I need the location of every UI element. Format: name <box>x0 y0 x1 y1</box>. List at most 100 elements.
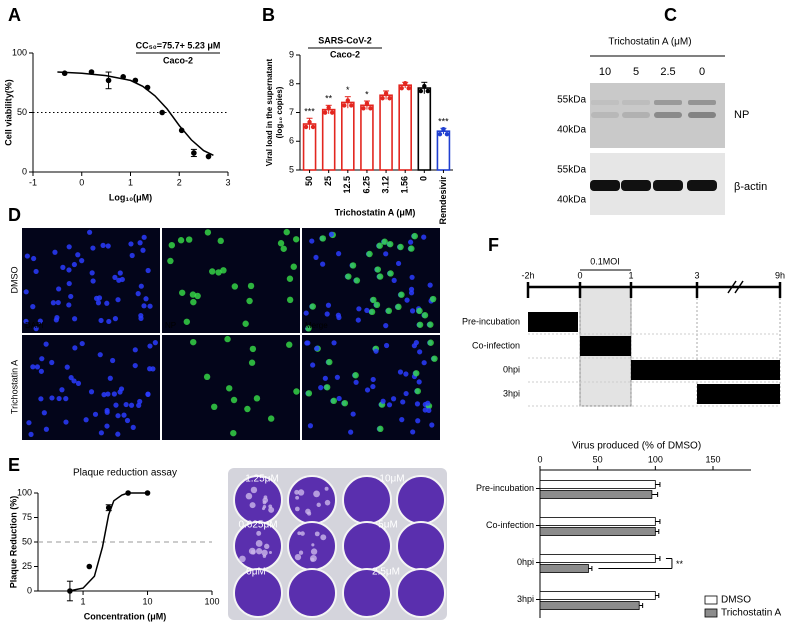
nucleus <box>147 343 153 349</box>
axis-break <box>727 280 737 294</box>
x-axis-label: Concentration (μM) <box>84 611 167 621</box>
x-tick-label: 50 <box>593 454 603 464</box>
nucleus <box>404 297 410 303</box>
np-signal <box>330 397 338 405</box>
nucleus <box>409 308 416 314</box>
nucleus <box>425 400 431 406</box>
np-signal <box>413 370 420 377</box>
nucleus <box>23 318 29 324</box>
np-signal <box>246 297 253 305</box>
nucleus <box>121 412 127 418</box>
nucleus <box>410 429 416 435</box>
nucleus <box>334 374 340 380</box>
replicate-dot <box>364 101 370 106</box>
x-tick-label: 1 <box>128 177 133 187</box>
nucleus <box>421 360 427 366</box>
np-signal <box>293 388 300 395</box>
data-point <box>178 127 185 134</box>
nucleus <box>364 387 371 393</box>
np-signal <box>177 237 185 244</box>
replicate-dot <box>418 88 424 94</box>
np-signal <box>204 229 212 236</box>
nucleus <box>49 359 55 366</box>
nucleus <box>380 398 386 404</box>
nucleus <box>117 270 123 276</box>
nucleus <box>140 247 146 253</box>
replicate-dot <box>399 85 404 91</box>
np-signal <box>242 320 249 327</box>
nucleus <box>137 398 143 405</box>
nucleus <box>147 303 153 309</box>
nucleus <box>79 340 85 347</box>
nucleus <box>111 391 117 397</box>
np-signal <box>190 338 197 346</box>
np-signal <box>309 303 316 310</box>
replicate-dot <box>425 88 431 94</box>
np-signal <box>421 312 429 319</box>
np-signal <box>249 345 257 353</box>
nucleus <box>104 300 110 306</box>
y-tick-label: 25 <box>22 561 32 571</box>
np-signal <box>194 292 201 300</box>
np-signal <box>183 318 191 325</box>
bar <box>539 601 640 610</box>
nucleus <box>427 282 433 288</box>
actin-band <box>621 180 651 191</box>
nucleus <box>383 251 389 257</box>
nucleus <box>356 306 362 312</box>
nucleus <box>98 317 104 324</box>
well <box>396 568 446 618</box>
nucleus <box>49 395 55 401</box>
annotation: CC₅₀=75.7+ 5.23 μM <box>136 40 221 50</box>
plaque <box>255 540 263 547</box>
np-signal <box>185 236 193 243</box>
np-signal <box>231 283 239 290</box>
np-signal <box>368 308 376 316</box>
treatment-span <box>528 312 578 332</box>
bar <box>398 84 412 171</box>
nucleus <box>98 430 104 436</box>
nucleus <box>395 260 402 267</box>
plaque <box>250 486 258 494</box>
well-label: 5μM <box>378 520 398 531</box>
significance: * <box>365 89 369 99</box>
nucleus <box>60 264 66 270</box>
nucleus <box>137 240 143 246</box>
nucleus <box>34 364 41 370</box>
nucleus <box>23 289 29 295</box>
plaque <box>294 553 302 561</box>
replicate-dot <box>322 110 328 115</box>
bar <box>341 101 355 171</box>
data-point <box>61 70 68 77</box>
bar <box>436 130 451 171</box>
nucleus <box>24 253 30 259</box>
legend-label: Trichostatin A <box>721 608 782 619</box>
np-signal <box>427 321 434 328</box>
treatment-span <box>580 336 631 356</box>
nucleus <box>72 345 78 351</box>
np-signal <box>292 236 300 243</box>
np-signal <box>286 341 293 348</box>
plaque <box>320 534 327 541</box>
y-tick-label: 100 <box>12 47 27 57</box>
y-tick-label: 50 <box>22 536 32 546</box>
plaque <box>262 554 267 558</box>
x-tick-label: 10 <box>143 596 153 606</box>
plaque <box>261 507 265 511</box>
bar <box>539 591 656 600</box>
panel-letter: E <box>8 455 20 475</box>
plaque <box>268 506 275 513</box>
nucleus <box>56 286 62 292</box>
nucleus <box>314 345 320 351</box>
row-label: 0hpi <box>503 364 520 374</box>
nucleus <box>324 311 330 317</box>
y-axis-label: Cell viability(%) <box>3 79 13 146</box>
nucleus <box>141 303 147 309</box>
y-tick-label: Co-infection <box>486 520 534 530</box>
plaque <box>294 506 300 512</box>
np-signal <box>414 387 421 395</box>
nucleus <box>72 316 78 322</box>
well-label: 1.25μM <box>245 474 279 485</box>
np-signal <box>416 307 423 315</box>
